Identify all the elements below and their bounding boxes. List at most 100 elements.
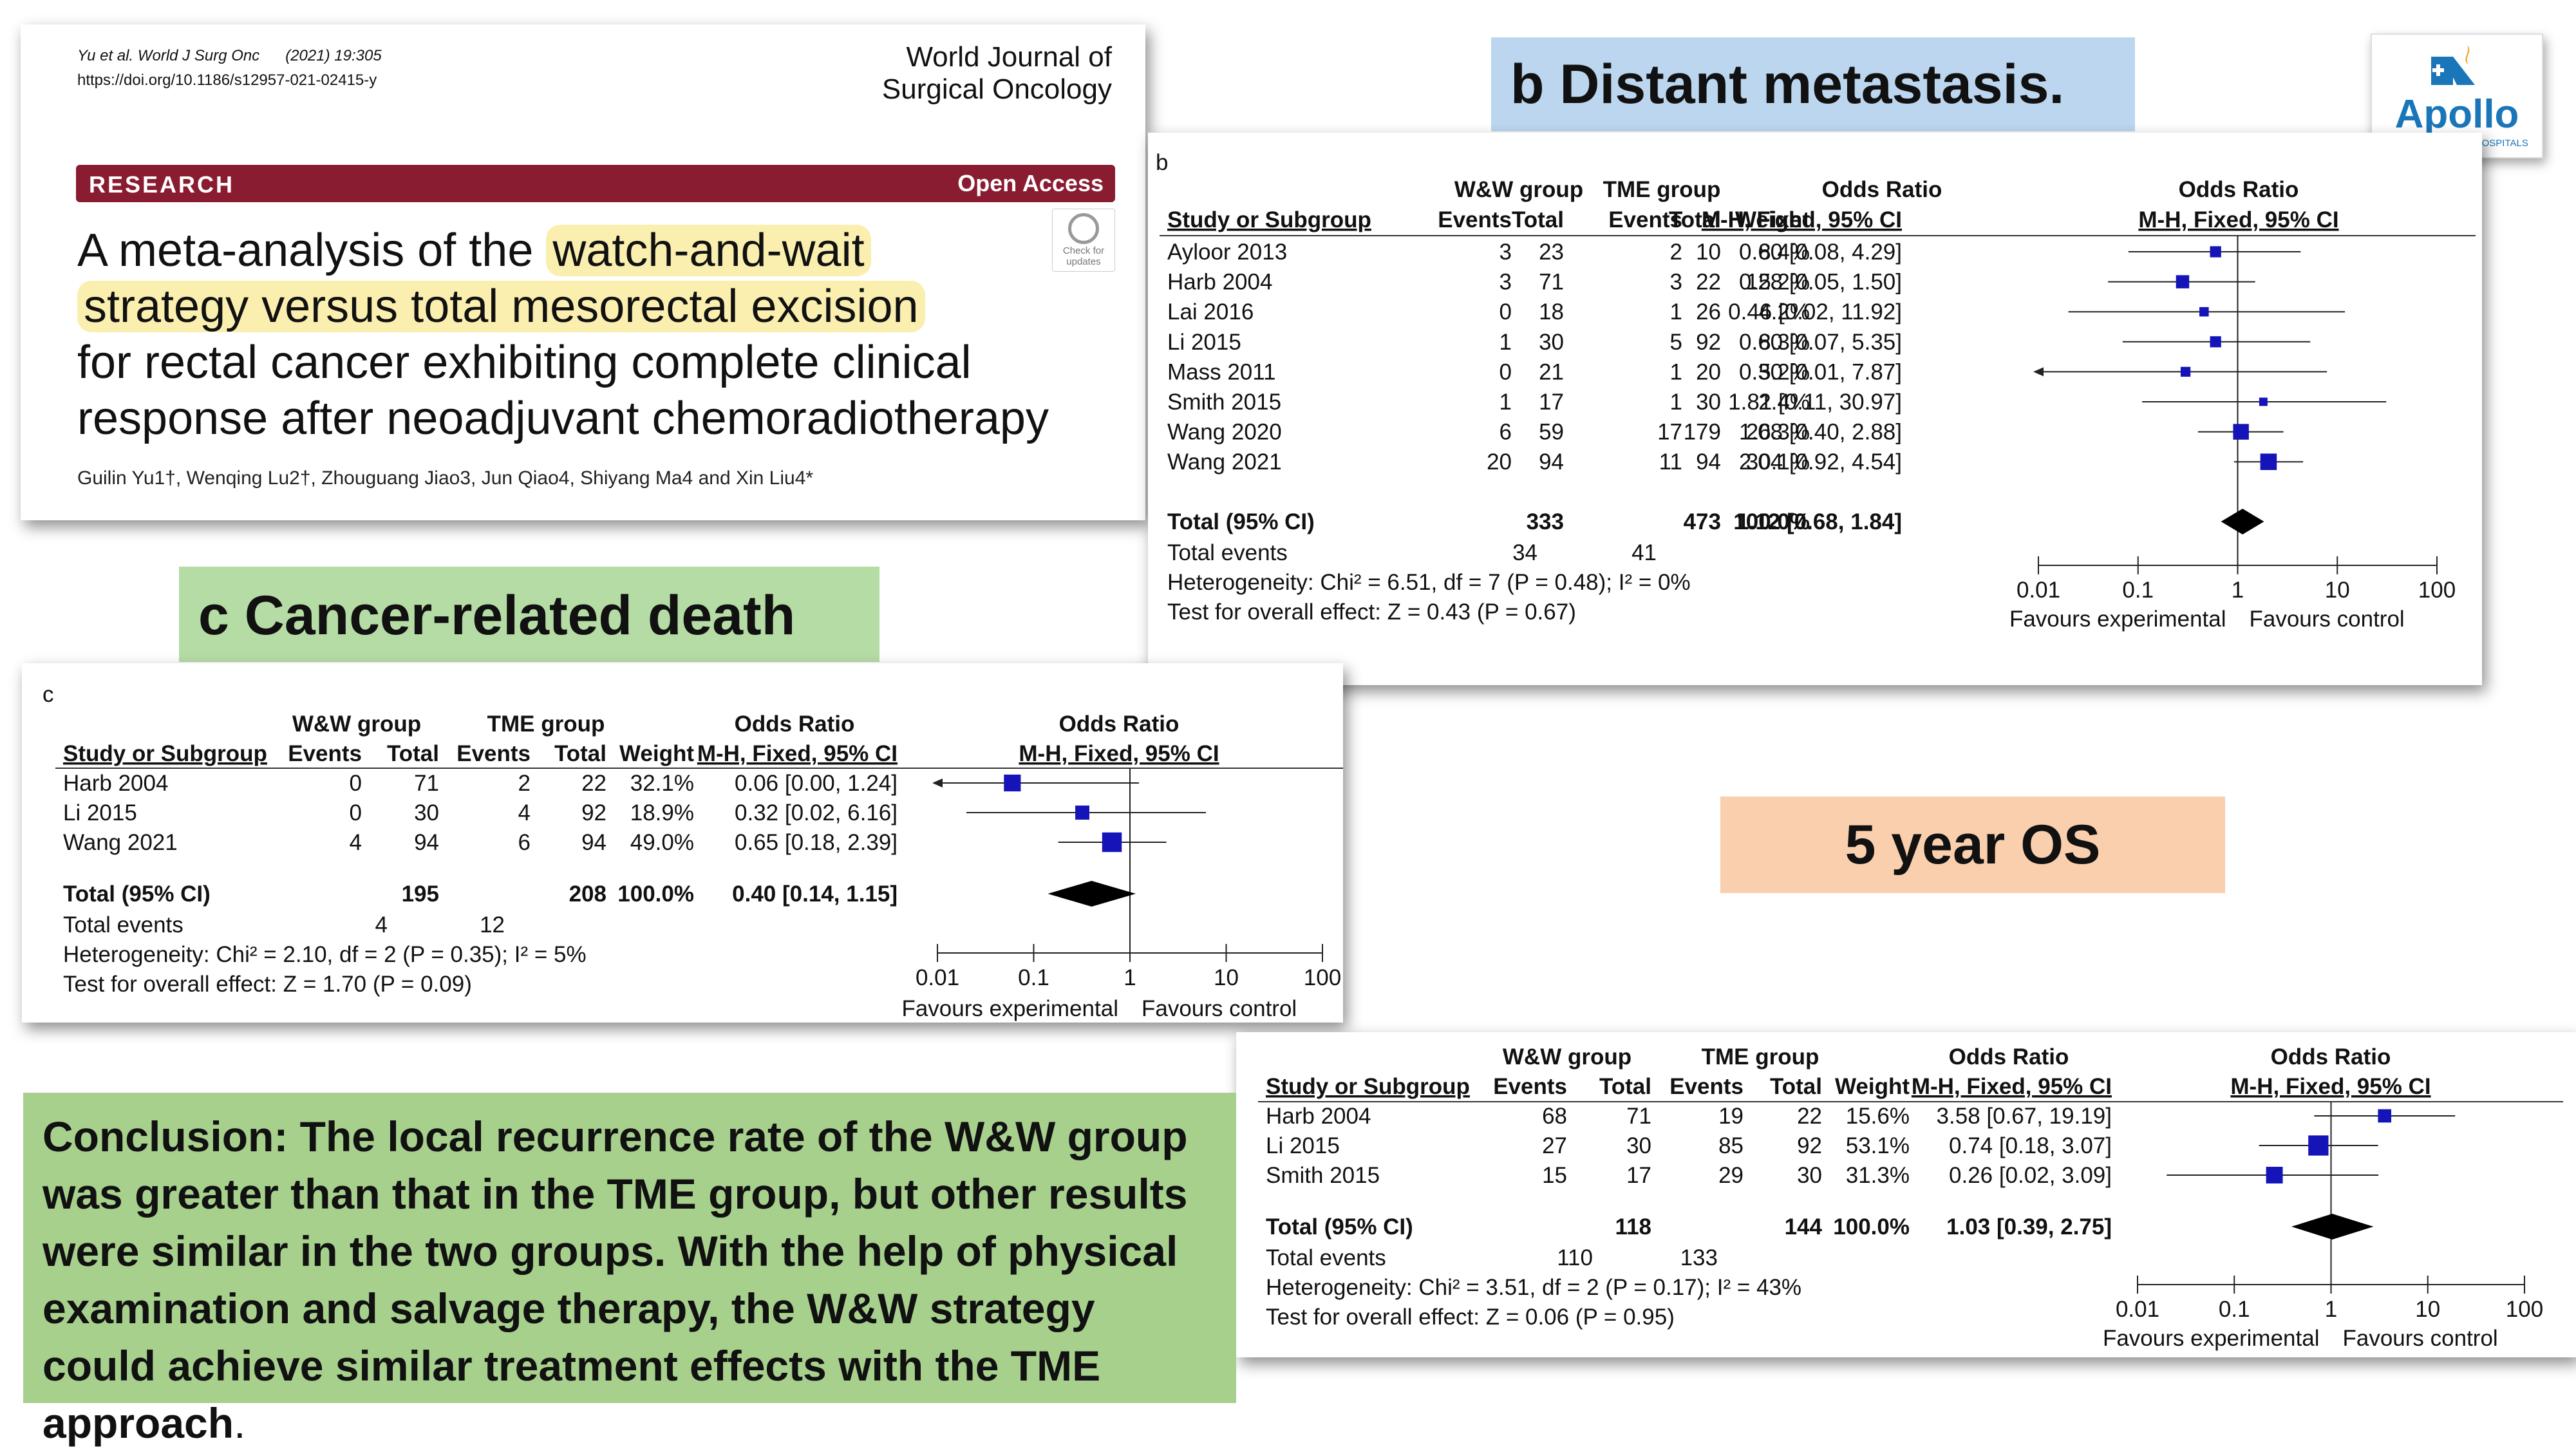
- total-ww: 118: [1615, 1214, 1651, 1240]
- ci-arrow: [932, 778, 943, 787]
- forest-plot-distant-metastasis: b W&W group TME group Odds Ratio Odds Ratio S…: [1148, 133, 2482, 685]
- ww-total: 71: [1539, 270, 1564, 295]
- header-ww-total: Total: [1512, 207, 1564, 232]
- study-ci: 1.08 [0.40, 2.88]: [1739, 420, 1902, 445]
- paper-doi[interactable]: https://doi.org/10.1186/s12957-021-02415…: [77, 71, 377, 89]
- study-name: Wang 2020: [1167, 420, 1282, 445]
- favours-experimental: Favours experimental: [901, 996, 1118, 1021]
- tme-events: 6: [518, 830, 531, 855]
- conclusion-text: Conclusion: The local recurrence rate of…: [42, 1113, 1188, 1447]
- ww-events: 0: [1500, 359, 1512, 384]
- study-weight: 31.3%: [1846, 1163, 1910, 1188]
- check-updates-badge[interactable]: Check for updates: [1052, 209, 1115, 272]
- total-ci: 0.40 [0.14, 1.15]: [732, 882, 898, 907]
- x-tick-label: 100: [2506, 1297, 2543, 1322]
- journal-name: World Journal of Surgical Oncology: [882, 41, 1112, 106]
- header-odds-ratio: Odds Ratio: [1822, 177, 1942, 202]
- paper-authors-short: Yu et al. World J Surg Onc: [77, 47, 260, 64]
- total-weight: 100.0%: [617, 882, 694, 907]
- journal-line-1: World Journal of: [906, 41, 1112, 73]
- favours-experimental: Favours experimental: [2103, 1326, 2320, 1351]
- logo-name: Apollo: [2394, 92, 2519, 137]
- ci-arrow: [2033, 367, 2044, 377]
- study-weight: 49.0%: [630, 830, 694, 855]
- total-events-ww: 110: [1557, 1245, 1593, 1270]
- study-point: [2266, 1167, 2283, 1183]
- header-weight: Weight: [619, 741, 694, 766]
- tme-events: 19: [1718, 1104, 1744, 1129]
- header-mh-ci: M-H, Fixed, 95% CI: [1912, 1074, 2112, 1099]
- label-cancer-related-death: c Cancer-related death: [179, 567, 879, 662]
- check-updates-icon: [1068, 213, 1099, 244]
- tme-events: 17: [1657, 420, 1682, 445]
- total-tme: 144: [1785, 1214, 1823, 1240]
- study-ci: 0.46 [0.02, 11.92]: [1728, 299, 1902, 325]
- ww-events: 3: [1500, 270, 1512, 295]
- header-odds-ratio: Odds Ratio: [1949, 1044, 2069, 1070]
- study-point: [1004, 774, 1021, 792]
- study-weight: 8.3%: [1758, 330, 1810, 355]
- study-point: [1075, 806, 1089, 820]
- tme-total: 30: [1696, 390, 1721, 415]
- x-tick-label: 10: [2325, 578, 2350, 603]
- study-ci: 0.06 [0.00, 1.24]: [735, 771, 898, 796]
- study-weight: 18.9%: [630, 800, 694, 825]
- header-weight: Weight: [1835, 1074, 1910, 1099]
- header-odds-ratio-plot: Odds Ratio: [1059, 712, 1180, 737]
- study-ci: 0.65 [0.18, 2.39]: [735, 830, 898, 855]
- study-name: Mass 2011: [1167, 359, 1276, 384]
- total-events-ww: 34: [1512, 540, 1537, 565]
- ww-total: 17: [1539, 390, 1564, 415]
- tme-events: 1: [1670, 390, 1682, 415]
- study-ci: 0.28 [0.05, 1.50]: [1739, 270, 1902, 295]
- title-part-3: for rectal cancer exhibiting complete cl…: [77, 337, 972, 388]
- header-ww-events: Events: [288, 741, 362, 766]
- apollo-logo: Apollo MULTI SPECIALITY HOSPITALS: [2371, 33, 2543, 158]
- ww-total: 18: [1539, 299, 1564, 325]
- study-name: Li 2015: [1167, 330, 1241, 355]
- overall-effect: Test for overall effect: Z = 0.43 (P = 0…: [1167, 599, 1576, 625]
- title-highlight-2: strategy versus total mesorectal excisio…: [77, 281, 925, 332]
- x-tick-label: 0.01: [916, 965, 959, 990]
- total-tme: 208: [569, 882, 606, 907]
- study-point: [2210, 246, 2221, 258]
- panel-letter: c: [42, 682, 54, 707]
- ww-total: 17: [1626, 1163, 1651, 1188]
- tme-total: 92: [1797, 1133, 1822, 1158]
- header-tme-total: Total: [1770, 1074, 1822, 1099]
- study-point: [2259, 397, 2268, 406]
- tme-events: 4: [518, 800, 531, 825]
- section-band: RESEARCH Open Access: [76, 165, 1115, 202]
- x-tick-label: 0.1: [2122, 578, 2154, 603]
- study-name: Harb 2004: [1167, 270, 1272, 295]
- header-tme-total: Total: [554, 741, 606, 766]
- header-mh-ci-plot: M-H, Fixed, 95% CI: [2230, 1074, 2430, 1099]
- conclusion-box: Conclusion: The local recurrence rate of…: [23, 1093, 1236, 1447]
- study-name: Smith 2015: [1266, 1163, 1380, 1188]
- tme-events: 2: [1670, 240, 1682, 265]
- total-diamond: [2291, 1214, 2374, 1240]
- total-events-tme: 133: [1680, 1245, 1718, 1270]
- header-tme-total: Total: [1669, 207, 1721, 232]
- tme-total: 20: [1696, 359, 1721, 384]
- study-weight: 2.4%: [1758, 390, 1810, 415]
- ww-events: 0: [350, 800, 362, 825]
- x-tick-label: 0.1: [1018, 965, 1049, 990]
- tme-total: 92: [1696, 330, 1721, 355]
- favours-experimental: Favours experimental: [2009, 607, 2226, 632]
- forest-plot-c-svg: c W&W group TME group Odds Ratio Odds Ratio S…: [42, 682, 1343, 1021]
- heterogeneity: Heterogeneity: Chi² = 6.51, df = 7 (P = …: [1167, 570, 1691, 595]
- ww-total: 94: [414, 830, 439, 855]
- header-ww-group: W&W group: [1454, 177, 1583, 202]
- ww-events: 6: [1500, 420, 1512, 445]
- paper-title: A meta-analysis of the watch-and-wait st…: [77, 223, 1120, 447]
- study-ci: 0.60 [0.08, 4.29]: [1739, 240, 1902, 265]
- header-mh-ci: M-H, Fixed, 95% CI: [1702, 207, 1902, 232]
- study-ci: 0.26 [0.02, 3.09]: [1949, 1163, 2112, 1188]
- header-mh-ci: M-H, Fixed, 95% CI: [697, 741, 898, 766]
- study-point: [2308, 1135, 2329, 1156]
- study-point: [2260, 453, 2277, 470]
- ww-events: 0: [1500, 299, 1512, 325]
- tme-total: 10: [1696, 240, 1721, 265]
- x-tick-label: 1: [2325, 1297, 2337, 1322]
